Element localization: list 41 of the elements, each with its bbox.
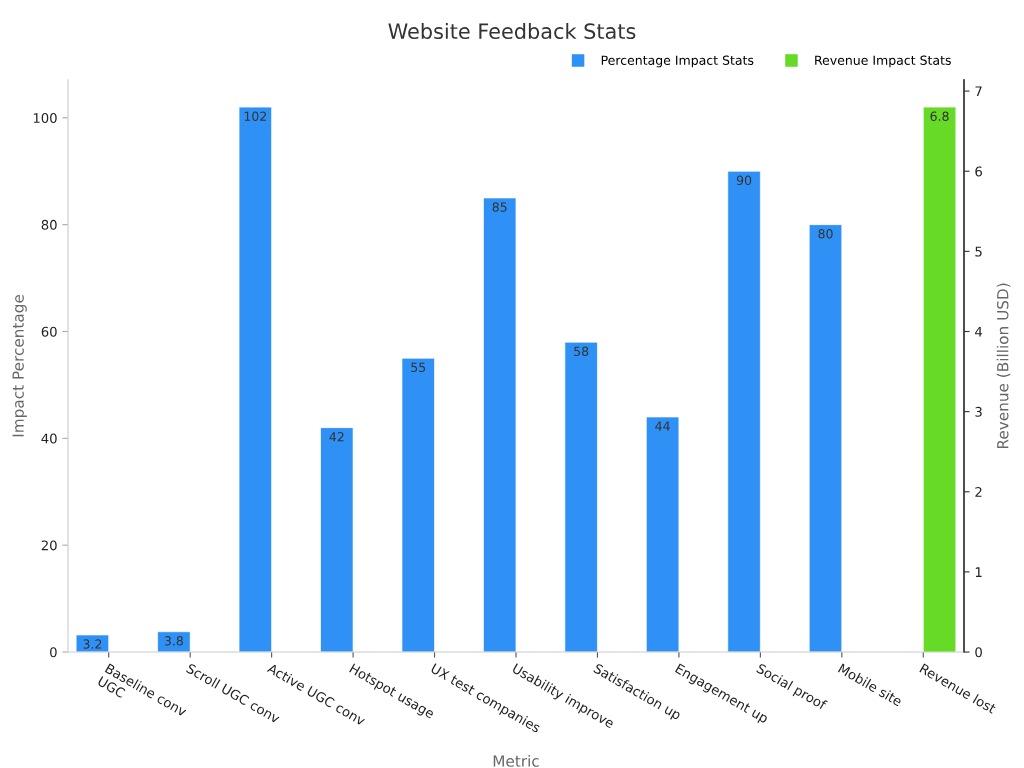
data-label: 44	[655, 421, 670, 431]
x-axis-title: Metric	[493, 754, 539, 767]
y-tick-label: 0	[50, 647, 57, 658]
y2-axis-title: Revenue (Billion USD)	[996, 283, 1011, 449]
bar	[727, 170, 761, 653]
data-label: 80	[818, 229, 833, 239]
data-label: 58	[574, 346, 589, 357]
y2-tick-label: 3	[975, 406, 982, 417]
y-tick-label: 80	[41, 219, 57, 230]
data-label: 90	[736, 175, 752, 186]
y2-tick-label: 0	[975, 647, 982, 658]
data-label: 3.2	[83, 639, 102, 649]
y2-tick-label: 4	[975, 326, 983, 337]
bar	[238, 106, 272, 653]
y2-tick-label: 1	[975, 567, 982, 577]
data-label: 85	[492, 202, 507, 212]
bar	[75, 634, 110, 653]
data-label: 42	[329, 432, 344, 442]
y-tick-label: 40	[41, 433, 57, 444]
y-axis-title: Impact Percentage	[12, 294, 27, 437]
chart-title: Website Feedback Stats	[388, 22, 636, 40]
y-tick-label: 20	[41, 540, 57, 551]
bar	[320, 427, 354, 653]
y2-tick-label: 2	[975, 486, 982, 497]
bar	[401, 357, 435, 653]
legend-label: Revenue Impact Stats	[815, 55, 951, 68]
bar	[483, 197, 517, 653]
legend-label: Percentage Impact Stats	[601, 55, 754, 68]
y2-tick-label: 6	[975, 166, 982, 177]
data-label: 102	[244, 111, 267, 121]
bar	[645, 416, 680, 653]
data-label: 6.8	[930, 111, 949, 121]
bar	[564, 341, 598, 653]
y2-tick-label: 7	[975, 86, 982, 97]
data-label: 55	[411, 362, 426, 373]
y2-tick-label: 5	[975, 246, 982, 257]
data-label: 3.8	[164, 636, 183, 646]
bar	[157, 631, 191, 653]
bar	[808, 224, 843, 653]
y-tick-label: 60	[41, 326, 57, 337]
y-tick-label: 100	[33, 113, 57, 123]
